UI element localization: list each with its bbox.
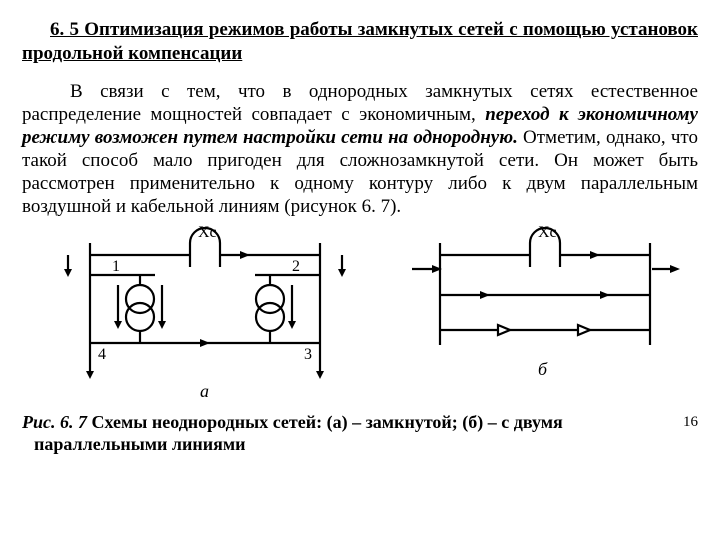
label-xc-b: Xс	[538, 225, 557, 241]
label-n4: 4	[98, 346, 106, 363]
label-n1: 1	[112, 258, 120, 275]
section-heading: 6. 5 Оптимизация режимов работы замкнуты…	[22, 18, 698, 66]
label-n3: 3	[304, 346, 312, 363]
body-paragraph: В связи с тем, что в однородных замкнуты…	[22, 80, 698, 219]
figure-wrapper: Xс 1 2	[22, 225, 698, 405]
caption-title: Схемы неоднородных сетей: (а) – замкнуто…	[87, 412, 563, 432]
sublabel-a: а	[200, 381, 209, 401]
label-n2: 2	[292, 258, 300, 275]
label-xc-a: Xс	[198, 225, 217, 241]
figure-caption: Рис. 6. 7 Схемы неоднородных сетей: (а) …	[22, 411, 698, 456]
caption-ris: Рис. 6. 7	[22, 412, 87, 432]
caption-line2: параллельными линиями	[22, 433, 698, 456]
circuit-diagram: Xс 1 2	[40, 225, 680, 405]
sublabel-b: б	[538, 359, 548, 379]
page-number: 16	[683, 413, 698, 432]
